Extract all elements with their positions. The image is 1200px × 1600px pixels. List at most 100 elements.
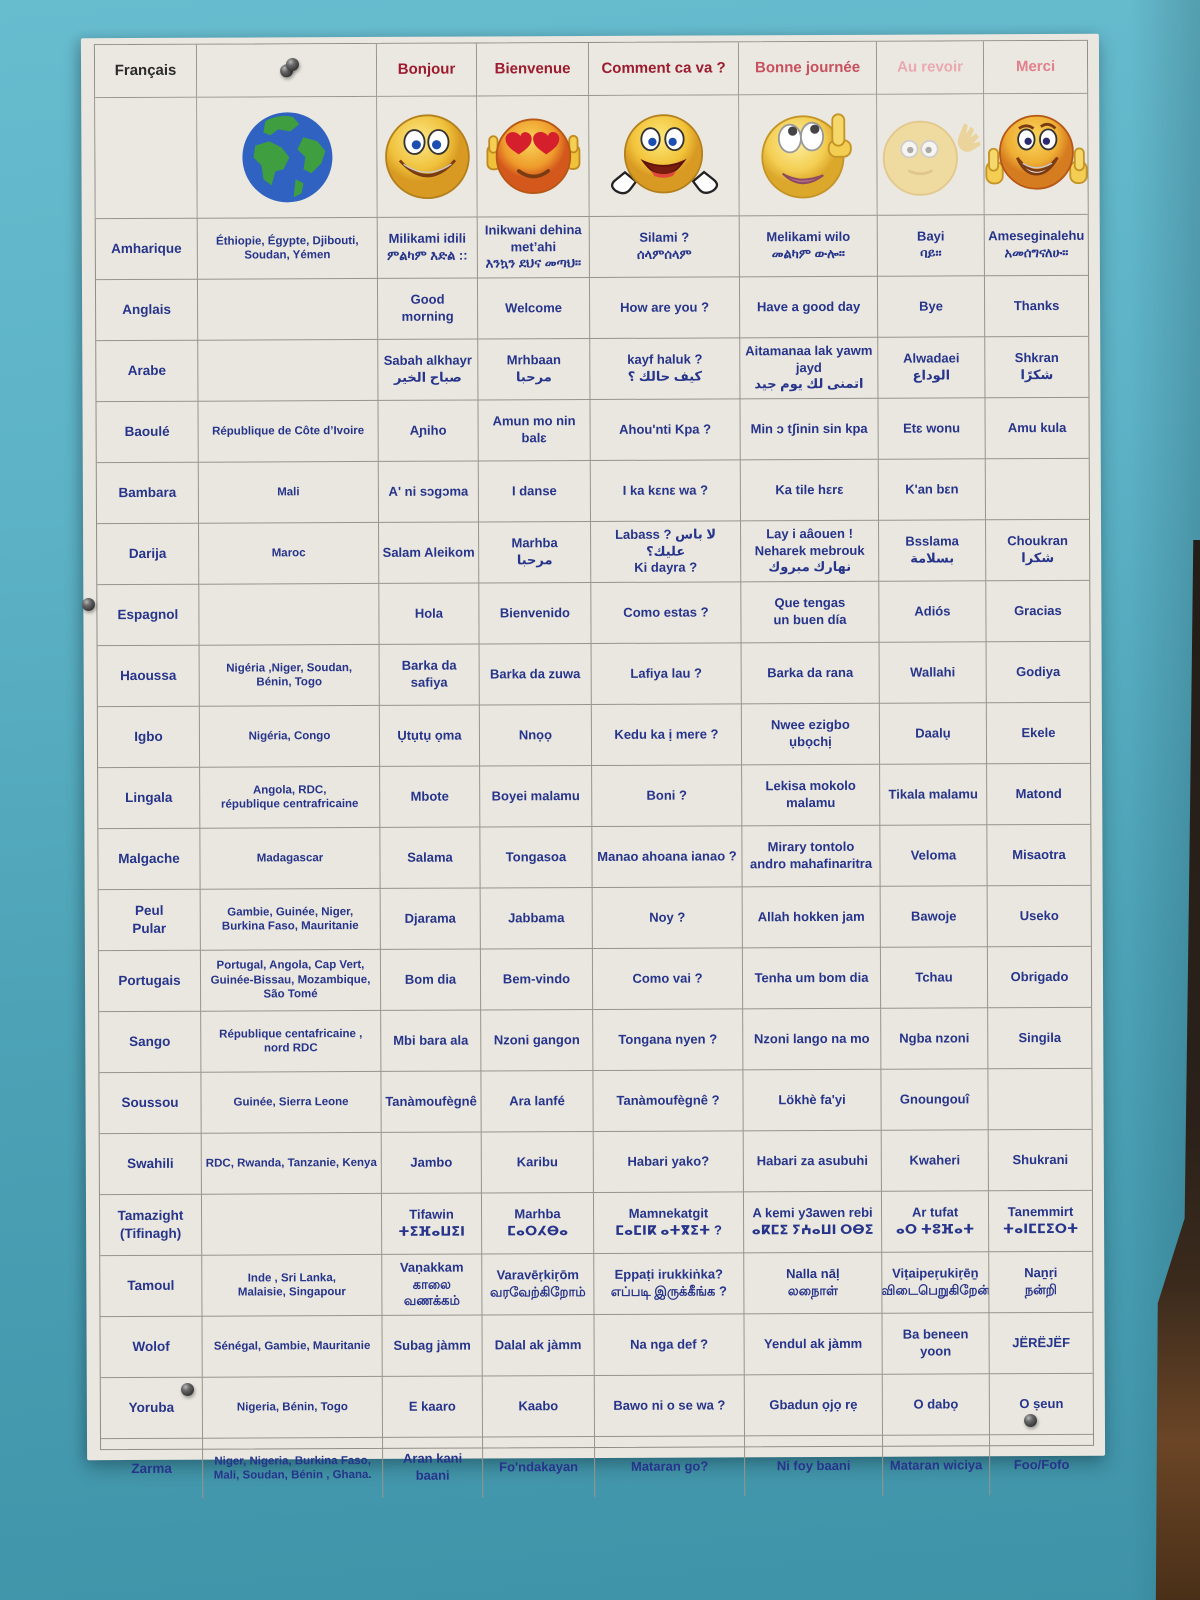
cell-swahili-language: Swahili: [99, 1133, 202, 1196]
cell-bambara-bonne_journee: Ka tile hεrε: [740, 459, 880, 522]
row-amharique: Amharique Éthiopie, Égypte, Djibouti, Sou…: [95, 214, 1088, 281]
cell-zarma-au_revoir: Mataran wiciya: [883, 1435, 991, 1496]
cell-darija-bonjour: Salam Aleikom: [379, 522, 480, 584]
cell-soussou-bonne_journee: Lökhè fa'yi: [743, 1069, 882, 1132]
row-bambara: Bambara Mali A' ni sɔgɔma I danse I ka kεnε …: [96, 458, 1090, 525]
cell-igbo-language: Igbo: [97, 706, 201, 769]
cell-wolof-countries: Sénégal, Gambie, Mauritanie: [202, 1315, 383, 1378]
cell-amharique-countries: Éthiopie, Égypte, Djibouti, Soudan, Yéme…: [197, 217, 378, 280]
cell-amharique-bienvenue: Inikwani dehina met’ahi እንኳን ደህና መጣህ።: [477, 217, 590, 279]
row-yoruba: Yoruba Nigeria, Bénin, Togo E kaaro Kaabo Ba…: [100, 1373, 1094, 1440]
cell-wolof-au_revoir: Ba beneen yoon: [882, 1313, 990, 1375]
cell-yoruba-au_revoir: O dabọ: [882, 1374, 991, 1436]
cell-baoule-bonne_journee: Min ɔ tʃinin sin kpa: [740, 398, 879, 461]
cell-zarma-language: Zarma: [101, 1438, 204, 1500]
cell-malgache-bonjour: Salama: [380, 827, 481, 889]
cell-tamazight-tifinagh-comment: Mamnekatgit ⵎⴰⵎⵏⴽ ⴰⵜⴳⵉⵜ ?: [593, 1192, 745, 1254]
row-anglais: Anglais Good morning Welcome How are you ? H…: [95, 275, 1089, 342]
cell-tamazight-tifinagh-merci: Tanemmirt ⵜⴰⵏⵎⵎⵉⵔⵜ: [988, 1190, 1093, 1253]
cell-anglais-countries: [197, 278, 379, 341]
push-pin: [82, 598, 95, 611]
cell-yoruba-merci: O ṣeun: [989, 1373, 1094, 1436]
cell-darija-merci: Choukran شكرا: [986, 519, 1090, 582]
cell-sango-au_revoir: Ngba nzoni: [881, 1008, 989, 1070]
row-darija: Darija Maroc Salam Aleikom Marhba مرحبا Laba…: [97, 519, 1090, 586]
cell-malgache-au_revoir: Veloma: [880, 825, 988, 887]
cell-zarma-merci: Foo/Fofo: [1013, 1456, 1070, 1472]
cell-haoussa-au_revoir: Wallahi: [879, 642, 987, 704]
cell-wolof-comment: Na nga def ?: [594, 1314, 745, 1376]
cell-portugais-au_revoir: Tchau: [880, 947, 989, 1009]
cell-swahili-bonjour: Jambo: [381, 1132, 482, 1194]
cell-lingala-bonjour: Mbote: [380, 766, 481, 828]
cell-malgache-bienvenue: Tongasoa: [480, 827, 593, 889]
cell-arabe-language: Arabe: [96, 340, 199, 403]
double-thumbs-smiley-icon: [984, 108, 1088, 200]
cell-amharique-language: Amharique: [95, 218, 198, 281]
cell-swahili-merci: Shukrani: [988, 1129, 1092, 1192]
cell-bambara-comment: I ka kεnε wa ?: [590, 460, 742, 523]
cell-portugais-bonne_journee: Tenha um bom dia: [742, 947, 882, 1010]
cell-bambara-bonjour: A' ni sɔgɔma: [378, 461, 480, 523]
cell-amharique-merci: Ameseginalehu አመሰግናለሁ።: [984, 214, 1088, 277]
cell-haoussa-countries: Nigéria ,Niger, Soudan, Bénin, Togo: [199, 644, 380, 707]
cell-peul-pular-au_revoir: Bawoje: [880, 886, 988, 948]
globe-icon: [237, 107, 337, 207]
cell-soussou-language: Soussou: [99, 1072, 202, 1135]
emoji-row: [95, 93, 1088, 220]
cell-wolof-bienvenue: Dalal ak jàmm: [482, 1314, 595, 1377]
row-peul-pular: Peul Pular Gambie, Guinée, Niger, Burkina…: [98, 885, 1091, 952]
cell-peul-pular-language: Peul Pular: [98, 889, 201, 952]
cell-tamoul-language: Tamoul: [100, 1255, 203, 1318]
cell-haoussa-comment: Lafiya lau ?: [591, 643, 742, 706]
cell-swahili-comment: Habari yako?: [593, 1131, 744, 1194]
cell-arabe-au_revoir: Alwadaei الوداع: [878, 337, 986, 399]
cell-baoule-language: Baoulé: [96, 401, 199, 464]
cell-tamoul-bonjour: Vaṇakkam காலை வணக்கம்: [382, 1254, 483, 1316]
cell-malgache-language: Malgache: [98, 828, 201, 891]
cell-baoule-comment: Ahou'nti Kpa ?: [590, 399, 741, 462]
cell-bambara-bienvenue: I danse: [478, 461, 592, 523]
cell-igbo-countries: Nigéria, Congo: [199, 705, 381, 768]
emoji-cell-thumbs-up-smiley-icon: [739, 94, 878, 217]
cell-swahili-countries: RDC, Rwanda, Tanzanie, Kenya: [201, 1132, 382, 1195]
cell-haoussa-bonne_journee: Barka da rana: [741, 642, 880, 705]
cell-arabe-merci: Shkran شكرًا: [985, 336, 1089, 399]
cell-peul-pular-bonjour: Djarama: [380, 888, 481, 950]
open-arms-smiley-icon: [606, 109, 722, 202]
cell-arabe-comment: kayf haluk ? كيف حالك ؟: [590, 338, 741, 401]
emoji-cell-empty: [95, 97, 198, 220]
cell-darija-language: Darija: [97, 523, 200, 586]
cell-darija-au_revoir: Bsslama بسلامة: [879, 520, 987, 582]
cell-darija-countries: Maroc: [199, 522, 380, 585]
push-pin: [1024, 1414, 1037, 1427]
header-francais: Français: [94, 44, 198, 99]
cell-swahili-au_revoir: Kwaheri: [881, 1130, 989, 1192]
thumbs-up-smiley-icon: [758, 107, 858, 203]
cell-darija-comment: Labass ? لا باس عليك؟ Ki dayra ?: [591, 521, 742, 584]
header-globe-column: [196, 43, 378, 98]
cell-portugais-countries: Portugal, Angola, Cap Vert, Guinée-Bissa…: [200, 949, 382, 1012]
cell-wolof-language: Wolof: [100, 1316, 203, 1379]
cell-tamoul-comment: Eppaṭi irukkiṅka? எப்படி இருக்கீங்க ?: [594, 1253, 745, 1315]
cell-sango-bienvenue: Nzoni gangon: [481, 1010, 594, 1072]
cell-portugais-language: Portugais: [98, 950, 202, 1013]
cell-baoule-countries: République de Côte d’Ivoire: [198, 400, 379, 463]
cell-darija-bienvenue: Marhba مرحبا: [479, 522, 592, 584]
cell-haoussa-language: Haoussa: [97, 645, 200, 708]
cell-soussou-comment: Tanàmoufègnê ?: [593, 1070, 744, 1133]
emoji-cell-waving-smiley-icon: [877, 94, 985, 216]
cell-igbo-au_revoir: Daalụ: [879, 703, 988, 765]
header-bienvenue: Bienvenue: [476, 43, 590, 97]
cell-wolof-merci: JËRËJËF: [989, 1312, 1093, 1375]
cell-tamazight-tifinagh-bienvenue: Marhba ⵎⴰⵔⵃⴱⴰ: [481, 1193, 595, 1255]
cell-zarma-bonjour: Aran kani baani: [383, 1437, 484, 1498]
cell-portugais-bienvenue: Bem-vindo: [480, 949, 594, 1011]
cell-lingala-comment: Boni ?: [592, 765, 743, 828]
cell-swahili-bienvenue: Karibu: [481, 1132, 594, 1194]
cell-yoruba-comment: Bawo ni o se wa ?: [594, 1375, 746, 1437]
row-haoussa: Haoussa Nigéria ,Niger, Soudan, Bénin, To…: [97, 641, 1090, 708]
header-bonjour: Bonjour: [376, 43, 478, 97]
cell-haoussa-bonjour: Barka da safiya: [379, 644, 480, 706]
cell-yoruba-bonne_journee: Gbadun ọjọ rẹ: [744, 1374, 884, 1437]
